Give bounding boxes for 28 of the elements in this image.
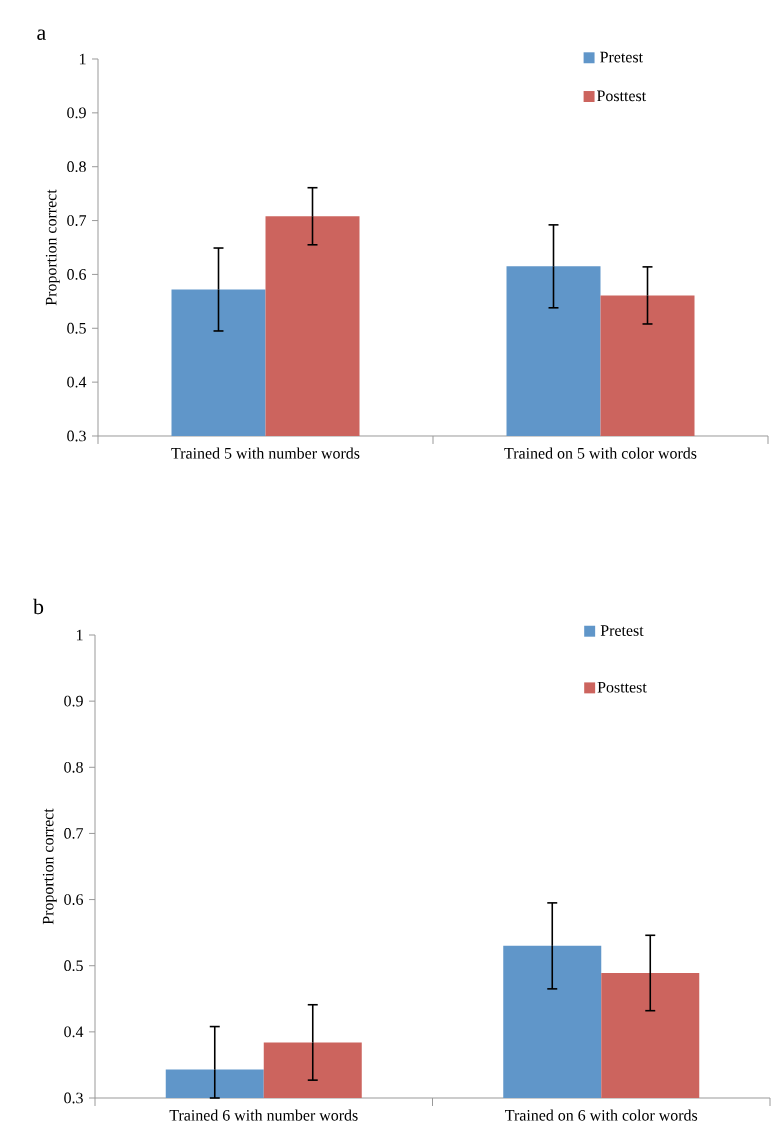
y-tick-label: 1 xyxy=(79,53,86,65)
y-tick-label: 0.6 xyxy=(67,269,87,280)
legend-label: Pretest xyxy=(600,51,643,63)
legend-label: Posttest xyxy=(597,681,647,693)
x-tick-label: Trained 5 with number words xyxy=(171,447,360,459)
y-tick-label: 0.3 xyxy=(67,430,86,442)
x-tick-label: Trained on 6 with color words xyxy=(505,1109,698,1121)
y-axis-title: Proportion correct xyxy=(42,808,57,925)
y-tick-label: 0.4 xyxy=(64,1026,84,1038)
y-tick-label: 0.9 xyxy=(64,695,83,707)
y-tick-label: 0.5 xyxy=(67,322,86,334)
y-tick-label: 0.8 xyxy=(64,761,83,773)
y-tick-label: 0.9 xyxy=(67,107,86,119)
y-tick-label: 0.6 xyxy=(64,894,84,905)
x-tick-label: Trained 6 with number words xyxy=(169,1109,358,1121)
chart-title: b xyxy=(33,598,44,615)
y-tick-label: 0.3 xyxy=(64,1092,83,1104)
y-axis-title: Proportion correct xyxy=(45,189,60,306)
y-tick-label: 1 xyxy=(76,629,83,641)
legend-label: Posttest xyxy=(597,90,647,102)
y-tick-label: 0.7 xyxy=(67,215,87,226)
chart-title: a xyxy=(37,29,46,40)
y-tick-label: 0.5 xyxy=(64,960,83,972)
y-tick-label: 0.7 xyxy=(64,828,84,839)
x-tick-label: Trained on 5 with color words xyxy=(504,447,697,459)
y-tick-label: 0.8 xyxy=(67,161,86,173)
legend-label: Pretest xyxy=(600,625,644,636)
y-tick-label: 0.4 xyxy=(67,376,87,388)
